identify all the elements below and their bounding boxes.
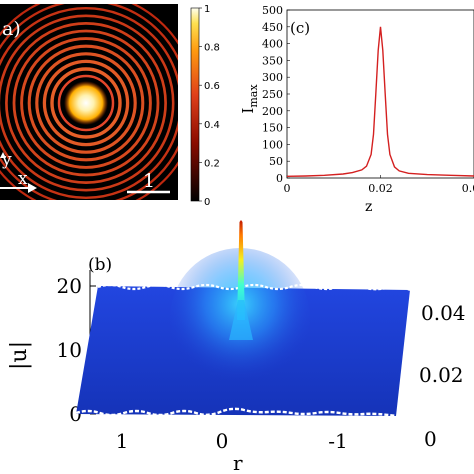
surface-depth-ticks: 0 0.02 0.04 xyxy=(419,301,466,451)
y-tick-label: 150 xyxy=(262,122,283,135)
depth-tick-label: 0.04 xyxy=(421,301,466,325)
z-tick-label: 10 xyxy=(57,338,82,362)
central-spot xyxy=(64,81,108,125)
ring xyxy=(35,52,137,154)
y-tick-label: 100 xyxy=(262,138,283,151)
ring xyxy=(57,74,115,132)
ring-pattern xyxy=(0,4,178,200)
axis-x-label: x xyxy=(18,169,28,189)
x-tick-label: 0.04 xyxy=(462,182,474,195)
colorbar xyxy=(190,7,200,202)
axis-y-label: y xyxy=(1,150,12,170)
panel-c-ylabel-sub: max xyxy=(247,84,260,108)
depth-tick-label: 0.02 xyxy=(419,363,464,387)
panel-c-axes-box xyxy=(286,9,474,179)
panel-c-label: (c) xyxy=(290,19,310,37)
ring xyxy=(20,37,152,169)
panel-c-ylabel: Imax xyxy=(239,84,260,114)
ring xyxy=(12,29,160,177)
colorbar-tick-label: 0.6 xyxy=(204,81,220,92)
surface-r-ticks: 1 0 -1 xyxy=(116,429,348,453)
y-tick-label: 400 xyxy=(262,38,283,51)
colorbar-tick-label: 1 xyxy=(204,4,210,15)
panel-b-label: (b) xyxy=(88,255,112,275)
r-tick-label: 0 xyxy=(216,429,229,453)
depth-tick-label: 0 xyxy=(424,427,437,451)
z-tick-label: 20 xyxy=(57,274,82,298)
ring xyxy=(0,14,175,192)
ring xyxy=(27,44,145,162)
scale-bar-label: 1 xyxy=(143,170,155,192)
r-tick-label: -1 xyxy=(328,429,347,453)
y-tick-label: 300 xyxy=(262,71,283,84)
surface-zlabel: |u| xyxy=(7,341,32,370)
y-tick-label: 350 xyxy=(262,54,283,67)
ring xyxy=(42,59,130,147)
panel-c-ylabel-main: I xyxy=(239,108,257,114)
front-edge-ripples xyxy=(75,407,397,418)
panel-a-label: a) xyxy=(2,18,21,40)
x-tick-label: 0.02 xyxy=(368,182,393,195)
y-tick-label: 500 xyxy=(262,4,283,17)
ring xyxy=(50,67,122,139)
ring xyxy=(5,22,167,184)
peak-spike xyxy=(237,220,245,320)
panel-c-imax-plot: 0 50 100 150 200 250 300 350 400 450 500 0 0.02 0.04… xyxy=(239,4,474,215)
panel-a-intensity-map: a) y x 1 1 0.8 0.6 0.4 0.2 0 xyxy=(0,4,220,208)
panel-c-y-ticks: 0 50 100 150 200 250 300 350 400 450 500 xyxy=(262,4,290,185)
colorbar-tick-label: 0.4 xyxy=(204,120,220,131)
ring xyxy=(0,7,178,199)
colorbar-tick-label: 0.8 xyxy=(204,43,220,54)
colorbar-ticks: 1 0.8 0.6 0.4 0.2 0 xyxy=(199,4,220,208)
y-tick-label: 50 xyxy=(269,155,283,168)
back-edge-ripples xyxy=(97,283,411,292)
y-tick-label: 0 xyxy=(276,172,283,185)
y-tick-label: 450 xyxy=(262,21,283,34)
colorbar-tick-label: 0.2 xyxy=(204,158,220,169)
r-tick-label: 1 xyxy=(116,429,129,453)
panel-c-x-ticks: 0 0.02 0.04 xyxy=(284,175,474,195)
svg-text:Imax: Imax xyxy=(239,84,260,114)
x-tick-label: 0 xyxy=(284,182,291,195)
y-tick-label: 250 xyxy=(262,88,283,101)
peak-base xyxy=(229,300,253,340)
y-arrow-icon xyxy=(0,152,6,158)
y-tick-label: 200 xyxy=(262,105,283,118)
surface-rlabel: r xyxy=(233,451,243,474)
colorbar-tick-label: 0 xyxy=(204,197,210,208)
imax-series-line xyxy=(286,26,474,177)
x-arrow-icon xyxy=(28,183,37,193)
panel-c-xlabel: z xyxy=(365,199,372,215)
